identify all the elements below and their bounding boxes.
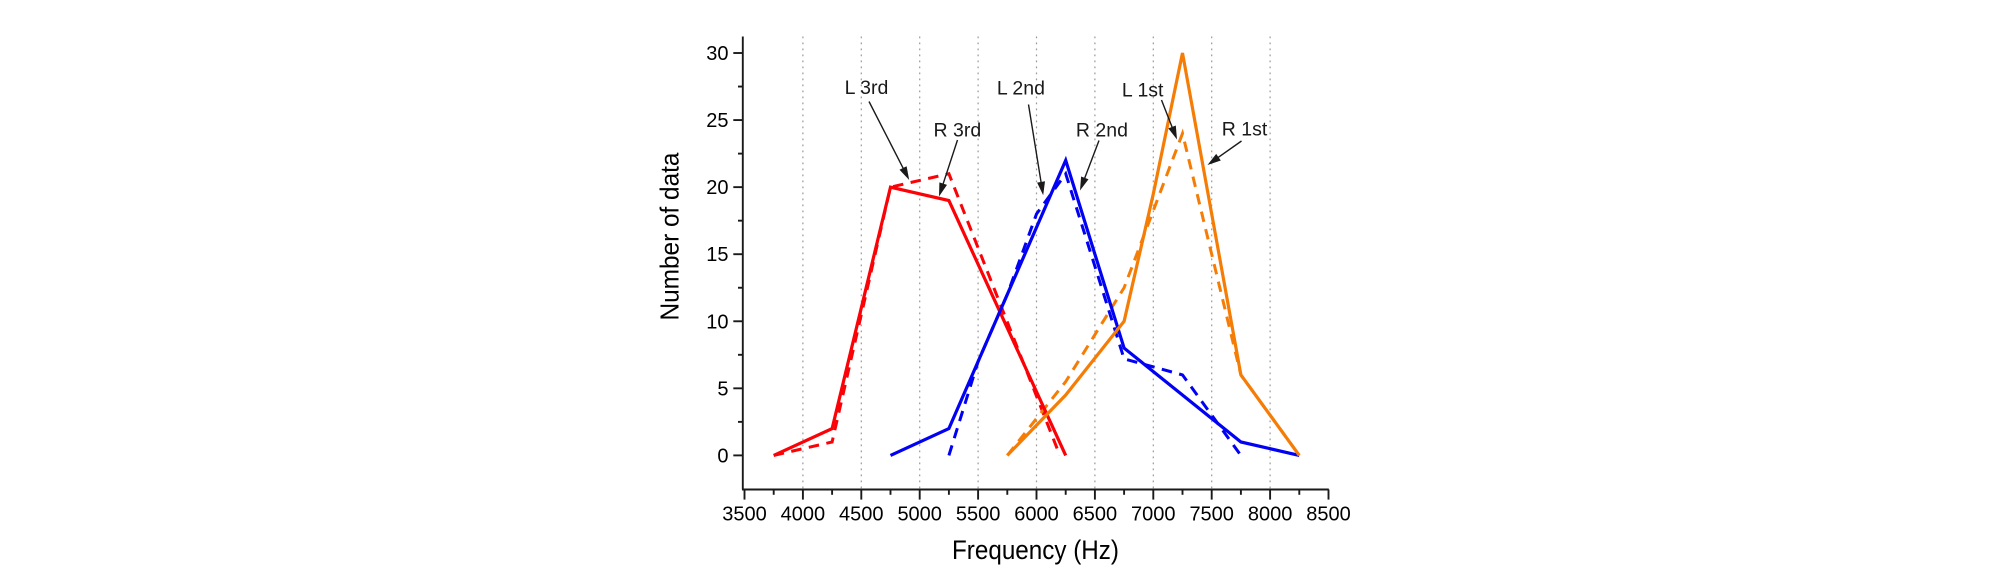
svg-text:7500: 7500 (1189, 504, 1234, 526)
svg-text:5000: 5000 (897, 504, 942, 526)
svg-text:8500: 8500 (1306, 504, 1351, 526)
svg-text:4500: 4500 (839, 504, 884, 526)
svg-text:R 3rd: R 3rd (934, 120, 982, 142)
svg-text:Number of data: Number of data (655, 152, 685, 320)
svg-text:Frequency (Hz): Frequency (Hz) (952, 535, 1119, 565)
svg-text:6000: 6000 (1014, 504, 1059, 526)
svg-text:0: 0 (717, 445, 728, 467)
svg-text:20: 20 (706, 177, 728, 199)
svg-text:7000: 7000 (1131, 504, 1176, 526)
svg-text:4000: 4000 (781, 504, 826, 526)
svg-text:6500: 6500 (1073, 504, 1118, 526)
svg-text:5: 5 (717, 378, 728, 400)
svg-text:25: 25 (706, 110, 728, 132)
svg-text:L 1st: L 1st (1122, 80, 1164, 102)
svg-text:3500: 3500 (722, 504, 767, 526)
svg-text:L 3rd: L 3rd (845, 77, 889, 99)
svg-text:15: 15 (706, 244, 728, 266)
svg-text:5500: 5500 (956, 504, 1001, 526)
svg-text:L 2nd: L 2nd (997, 78, 1045, 100)
svg-text:R 2nd: R 2nd (1076, 119, 1128, 141)
svg-text:10: 10 (706, 311, 728, 333)
svg-text:8000: 8000 (1248, 504, 1293, 526)
svg-text:R 1st: R 1st (1222, 119, 1268, 141)
svg-text:30: 30 (706, 43, 728, 65)
